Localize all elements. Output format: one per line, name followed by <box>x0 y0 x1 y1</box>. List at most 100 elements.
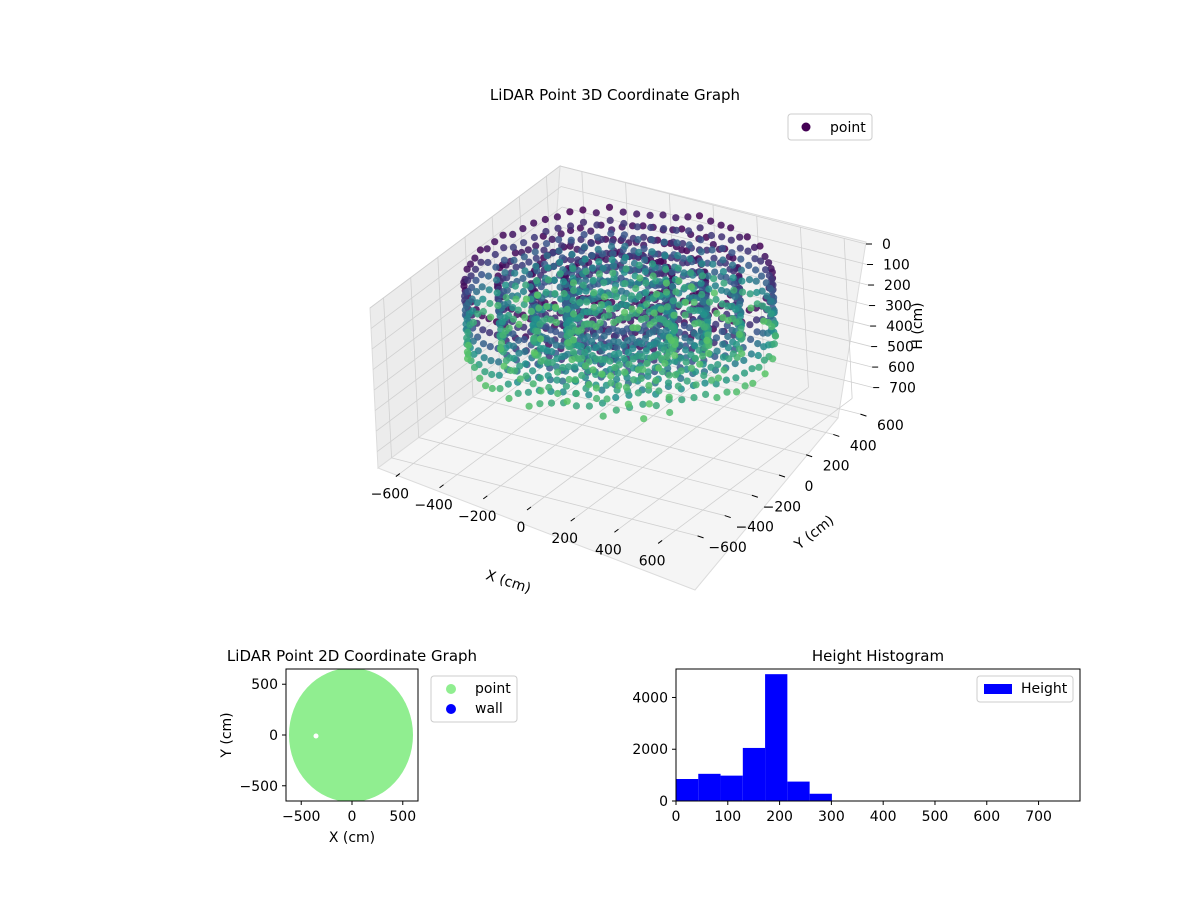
data-point-3d <box>770 340 779 348</box>
data-point-3d <box>548 235 556 243</box>
data-point-3d <box>746 290 754 298</box>
data-point-3d <box>744 247 752 255</box>
data-point-3d <box>613 375 621 383</box>
data-point-3d <box>660 225 668 233</box>
data-point-3d <box>647 236 655 244</box>
data-point-3d <box>666 408 674 417</box>
data-point-3d <box>711 268 719 276</box>
data-point-3d <box>522 281 530 289</box>
data-point-3d <box>511 282 519 290</box>
data-point-3d <box>488 384 496 393</box>
data-point-3d <box>486 343 494 351</box>
x-tick-label-3d: 0 <box>517 520 526 536</box>
data-point-3d <box>766 297 775 305</box>
data-point-3d <box>501 269 509 277</box>
data-point-3d <box>682 346 690 354</box>
data-point-3d <box>564 363 573 371</box>
data-point-3d <box>669 297 677 305</box>
data-point-3d <box>581 255 589 263</box>
data-point-3d <box>753 300 761 308</box>
data-point-3d <box>710 254 718 262</box>
data-point-3d <box>687 364 696 372</box>
data-point-3d <box>471 265 480 273</box>
data-point-3d <box>718 244 726 252</box>
histogram-bar <box>676 779 699 801</box>
data-point-3d <box>564 350 572 358</box>
data-point-3d <box>511 269 519 277</box>
data-point-3d <box>502 357 510 365</box>
data-point-3d <box>550 262 558 271</box>
data-point-3d <box>472 276 480 284</box>
data-point-3d <box>479 295 487 303</box>
histogram-bars <box>676 674 832 801</box>
data-point-3d <box>698 260 706 268</box>
data-point-3d <box>554 224 562 232</box>
data-point-3d <box>750 243 759 251</box>
data-point-3d <box>580 231 588 239</box>
data-point-3d <box>575 288 583 296</box>
x-tick-3d <box>526 506 532 511</box>
data-point-3d <box>464 328 472 336</box>
data-point-3d <box>569 279 578 287</box>
data-point-3d <box>713 394 721 402</box>
data-point-3d <box>559 377 567 385</box>
data-point-3d <box>477 258 485 266</box>
data-point-3d <box>659 211 667 219</box>
y-tick-label-3d: 0 <box>805 479 814 495</box>
data-point-3d <box>567 236 575 244</box>
x-tick-3d <box>570 517 576 522</box>
data-point-3d <box>717 221 725 229</box>
data-point-3d <box>529 380 537 388</box>
data-point-3d <box>714 361 722 369</box>
data-point-3d <box>736 244 744 252</box>
data-point-3d <box>619 341 627 349</box>
data-point-3d <box>544 372 552 380</box>
data-point-3d <box>496 385 504 393</box>
data-point-3d <box>636 306 644 314</box>
data-point-3d <box>711 282 720 290</box>
y-tick-3d <box>860 413 867 417</box>
data-point-3d <box>707 217 715 225</box>
data-point-3d <box>722 376 731 384</box>
data-point-3d <box>487 313 495 321</box>
y-tick-label-3d: 400 <box>850 438 877 454</box>
x-tick-label-hist: 400 <box>870 809 897 825</box>
data-point-3d <box>484 258 492 267</box>
data-point-3d <box>671 351 679 359</box>
data-point-3d <box>700 371 708 380</box>
data-point-3d <box>571 376 579 384</box>
data-point-3d <box>699 352 707 360</box>
data-point-3d <box>687 283 696 291</box>
grid-line <box>410 277 420 438</box>
data-point-3d <box>627 292 636 300</box>
data-point-3d <box>582 287 590 295</box>
data-point-3d <box>672 288 680 296</box>
data-point-3d <box>633 223 642 231</box>
data-point-3d <box>588 252 596 260</box>
data-point-3d <box>531 248 539 256</box>
data-point-3d <box>571 363 579 371</box>
data-point-3d <box>506 366 514 375</box>
data-point-3d <box>569 348 578 356</box>
data-point-3d <box>468 295 476 303</box>
data-point-3d <box>569 296 577 305</box>
data-point-3d <box>681 284 689 292</box>
data-point-3d <box>677 367 685 375</box>
data-point-3d <box>579 206 587 214</box>
data-point-3d <box>670 311 678 319</box>
data-point-3d <box>510 256 518 264</box>
data-point-3d <box>686 306 694 314</box>
histogram: Height Histogram 0 100 200 300 400 500 600 7000… <box>632 647 1081 825</box>
data-point-3d <box>587 239 596 247</box>
data-point-3d <box>660 332 668 340</box>
data-point-3d <box>568 356 576 364</box>
data-point-3d <box>519 225 527 233</box>
grid-line <box>560 186 868 265</box>
z-tick-label-3d: 100 <box>883 258 910 274</box>
z-tick-label-3d: 200 <box>884 278 911 294</box>
data-point-3d <box>567 222 575 230</box>
data-point-3d <box>681 311 689 319</box>
grid-line <box>369 165 561 309</box>
data-point-3d <box>645 400 653 408</box>
